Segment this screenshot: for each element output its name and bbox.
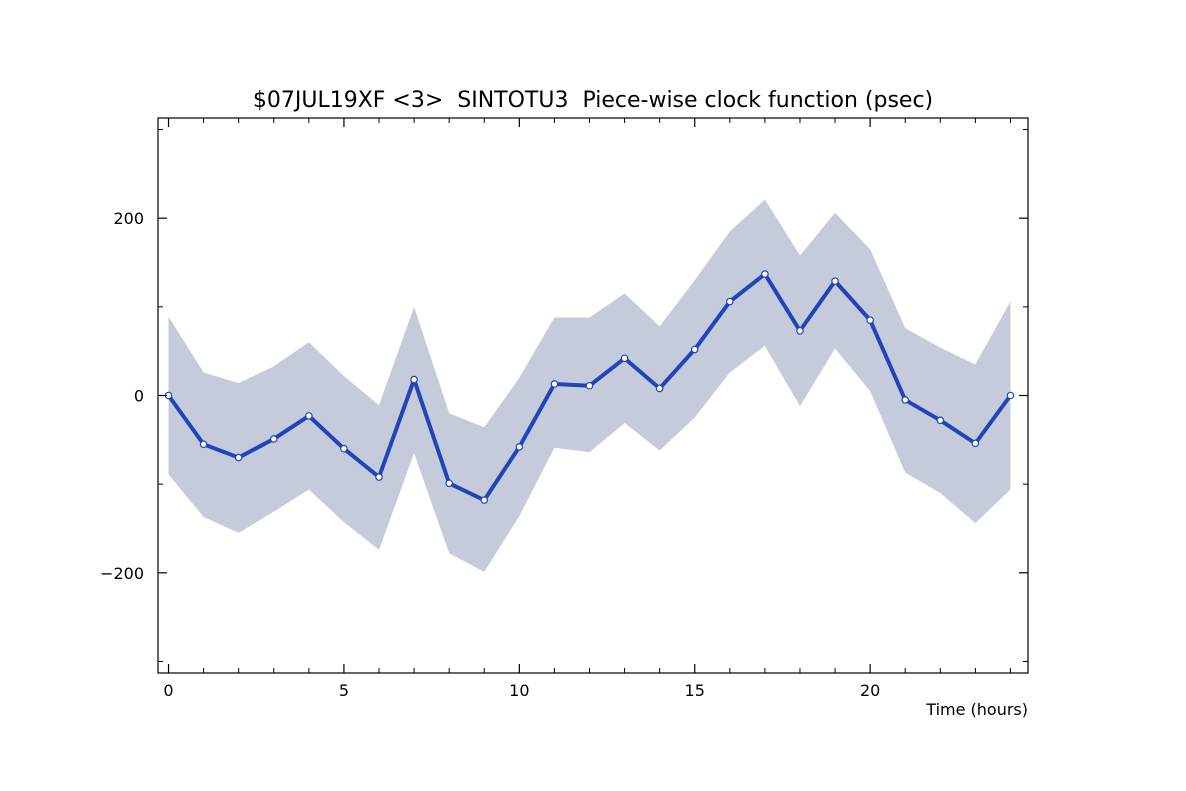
data-point bbox=[199, 440, 208, 449]
x-tick-label: 5 bbox=[339, 681, 349, 700]
data-point-markers bbox=[164, 270, 1015, 504]
y-tick-labels: −200 0 200 bbox=[100, 209, 144, 583]
data-point bbox=[515, 443, 524, 451]
data-point bbox=[445, 479, 453, 488]
x-tick-label: 20 bbox=[860, 681, 880, 700]
chart-title: $07JUL19XF <3> SINTOTU3 Piece-wise clock… bbox=[253, 88, 933, 113]
data-point bbox=[620, 354, 629, 363]
data-point bbox=[480, 496, 489, 504]
data-point bbox=[234, 453, 243, 462]
data-point bbox=[340, 444, 348, 453]
data-point bbox=[936, 416, 945, 425]
data-point bbox=[375, 473, 383, 481]
data-point bbox=[866, 316, 874, 324]
data-point bbox=[726, 297, 734, 306]
data-point bbox=[761, 270, 769, 278]
data-point bbox=[410, 375, 418, 384]
data-point bbox=[585, 381, 594, 390]
data-point bbox=[1006, 391, 1015, 400]
data-point bbox=[305, 412, 313, 420]
y-tick-label: 0 bbox=[134, 387, 144, 406]
x-axis-label: Time (hours) bbox=[925, 700, 1028, 719]
data-point bbox=[796, 326, 804, 335]
data-point bbox=[269, 435, 278, 443]
x-tick-label: 0 bbox=[163, 681, 173, 700]
data-point bbox=[971, 439, 980, 448]
data-point bbox=[655, 384, 664, 393]
y-tick-label: 200 bbox=[113, 209, 144, 228]
data-point bbox=[690, 345, 699, 354]
x-tick-label: 10 bbox=[509, 681, 529, 700]
axis-ticks bbox=[158, 118, 1028, 673]
x-tick-labels: 0 5 10 15 20 bbox=[163, 681, 880, 700]
data-point bbox=[550, 380, 559, 388]
data-point bbox=[901, 396, 910, 404]
x-tick-label: 15 bbox=[685, 681, 705, 700]
y-tick-label: −200 bbox=[100, 564, 144, 583]
data-point bbox=[831, 277, 839, 285]
